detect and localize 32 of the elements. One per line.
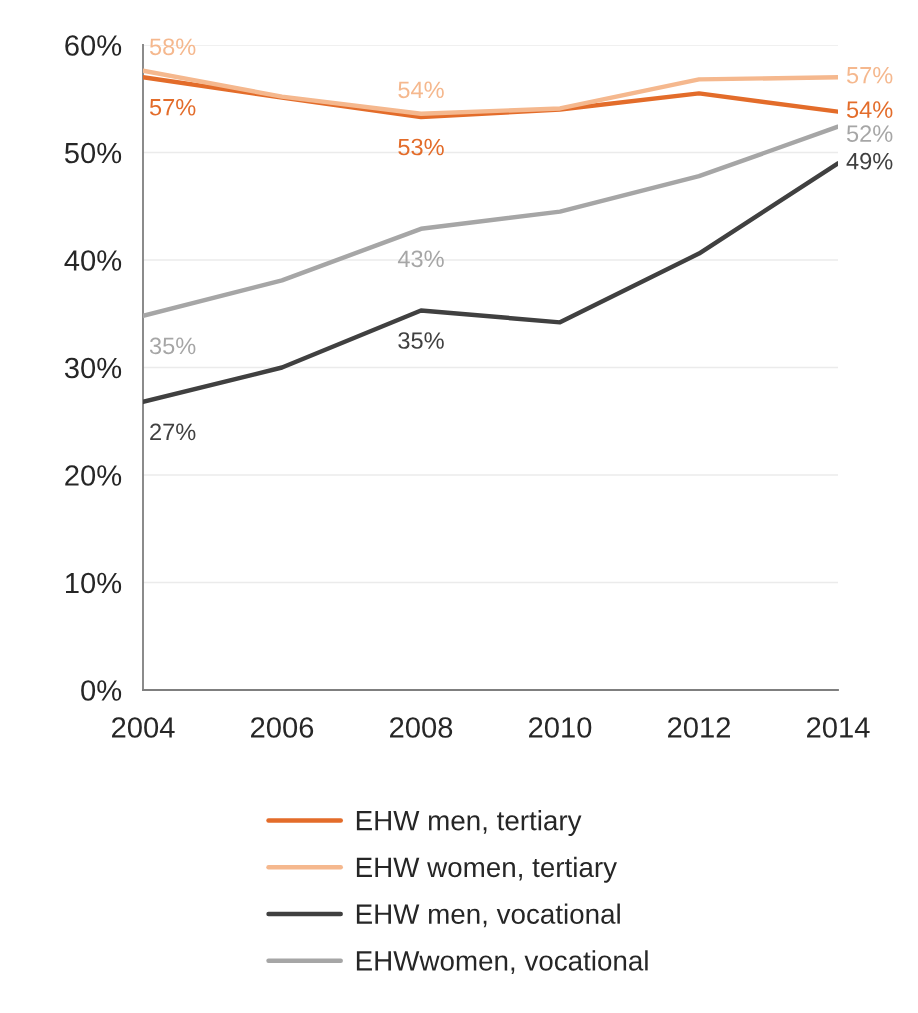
data-label: 49%	[846, 152, 893, 170]
legend-label: EHW men, vocational	[356, 903, 620, 928]
data-label: 57%	[149, 98, 196, 116]
data-label: 35%	[149, 337, 196, 355]
y-tick-label: 10%	[66, 572, 122, 594]
y-tick-label: 0%	[81, 680, 122, 701]
data-label: 53%	[398, 138, 444, 156]
y-tick-label: 30%	[64, 357, 122, 379]
y-tick-label: 40%	[64, 250, 122, 271]
data-label: 57%	[846, 66, 893, 84]
y-tick-label: 60%	[65, 35, 122, 56]
data-label: 58%	[149, 38, 196, 56]
legend-label: EHW women, tertiary	[356, 856, 617, 883]
x-tick-label: 2010	[529, 717, 592, 738]
data-label: 54%	[398, 81, 444, 99]
data-label: 35%	[398, 332, 444, 349]
data-label: 27%	[150, 423, 196, 441]
y-tick-label: 20%	[65, 465, 122, 486]
data-label: 54%	[846, 101, 893, 118]
legend-label: EHW men, tertiary	[356, 810, 582, 836]
x-tick-label: 2006	[251, 717, 314, 738]
x-tick-label: 2008	[390, 717, 453, 738]
line-series	[143, 68, 838, 117]
y-tick-label: 50%	[64, 142, 122, 164]
x-tick-label: 2014	[807, 717, 870, 738]
line-series	[143, 124, 838, 319]
legend-label: EHWwomen, vocational	[356, 950, 648, 974]
data-label: 43%	[397, 250, 444, 268]
x-tick-label: 2004	[112, 717, 175, 738]
line-series	[143, 161, 838, 405]
data-label: 52%	[846, 125, 893, 142]
x-tick-label: 2012	[668, 717, 730, 738]
